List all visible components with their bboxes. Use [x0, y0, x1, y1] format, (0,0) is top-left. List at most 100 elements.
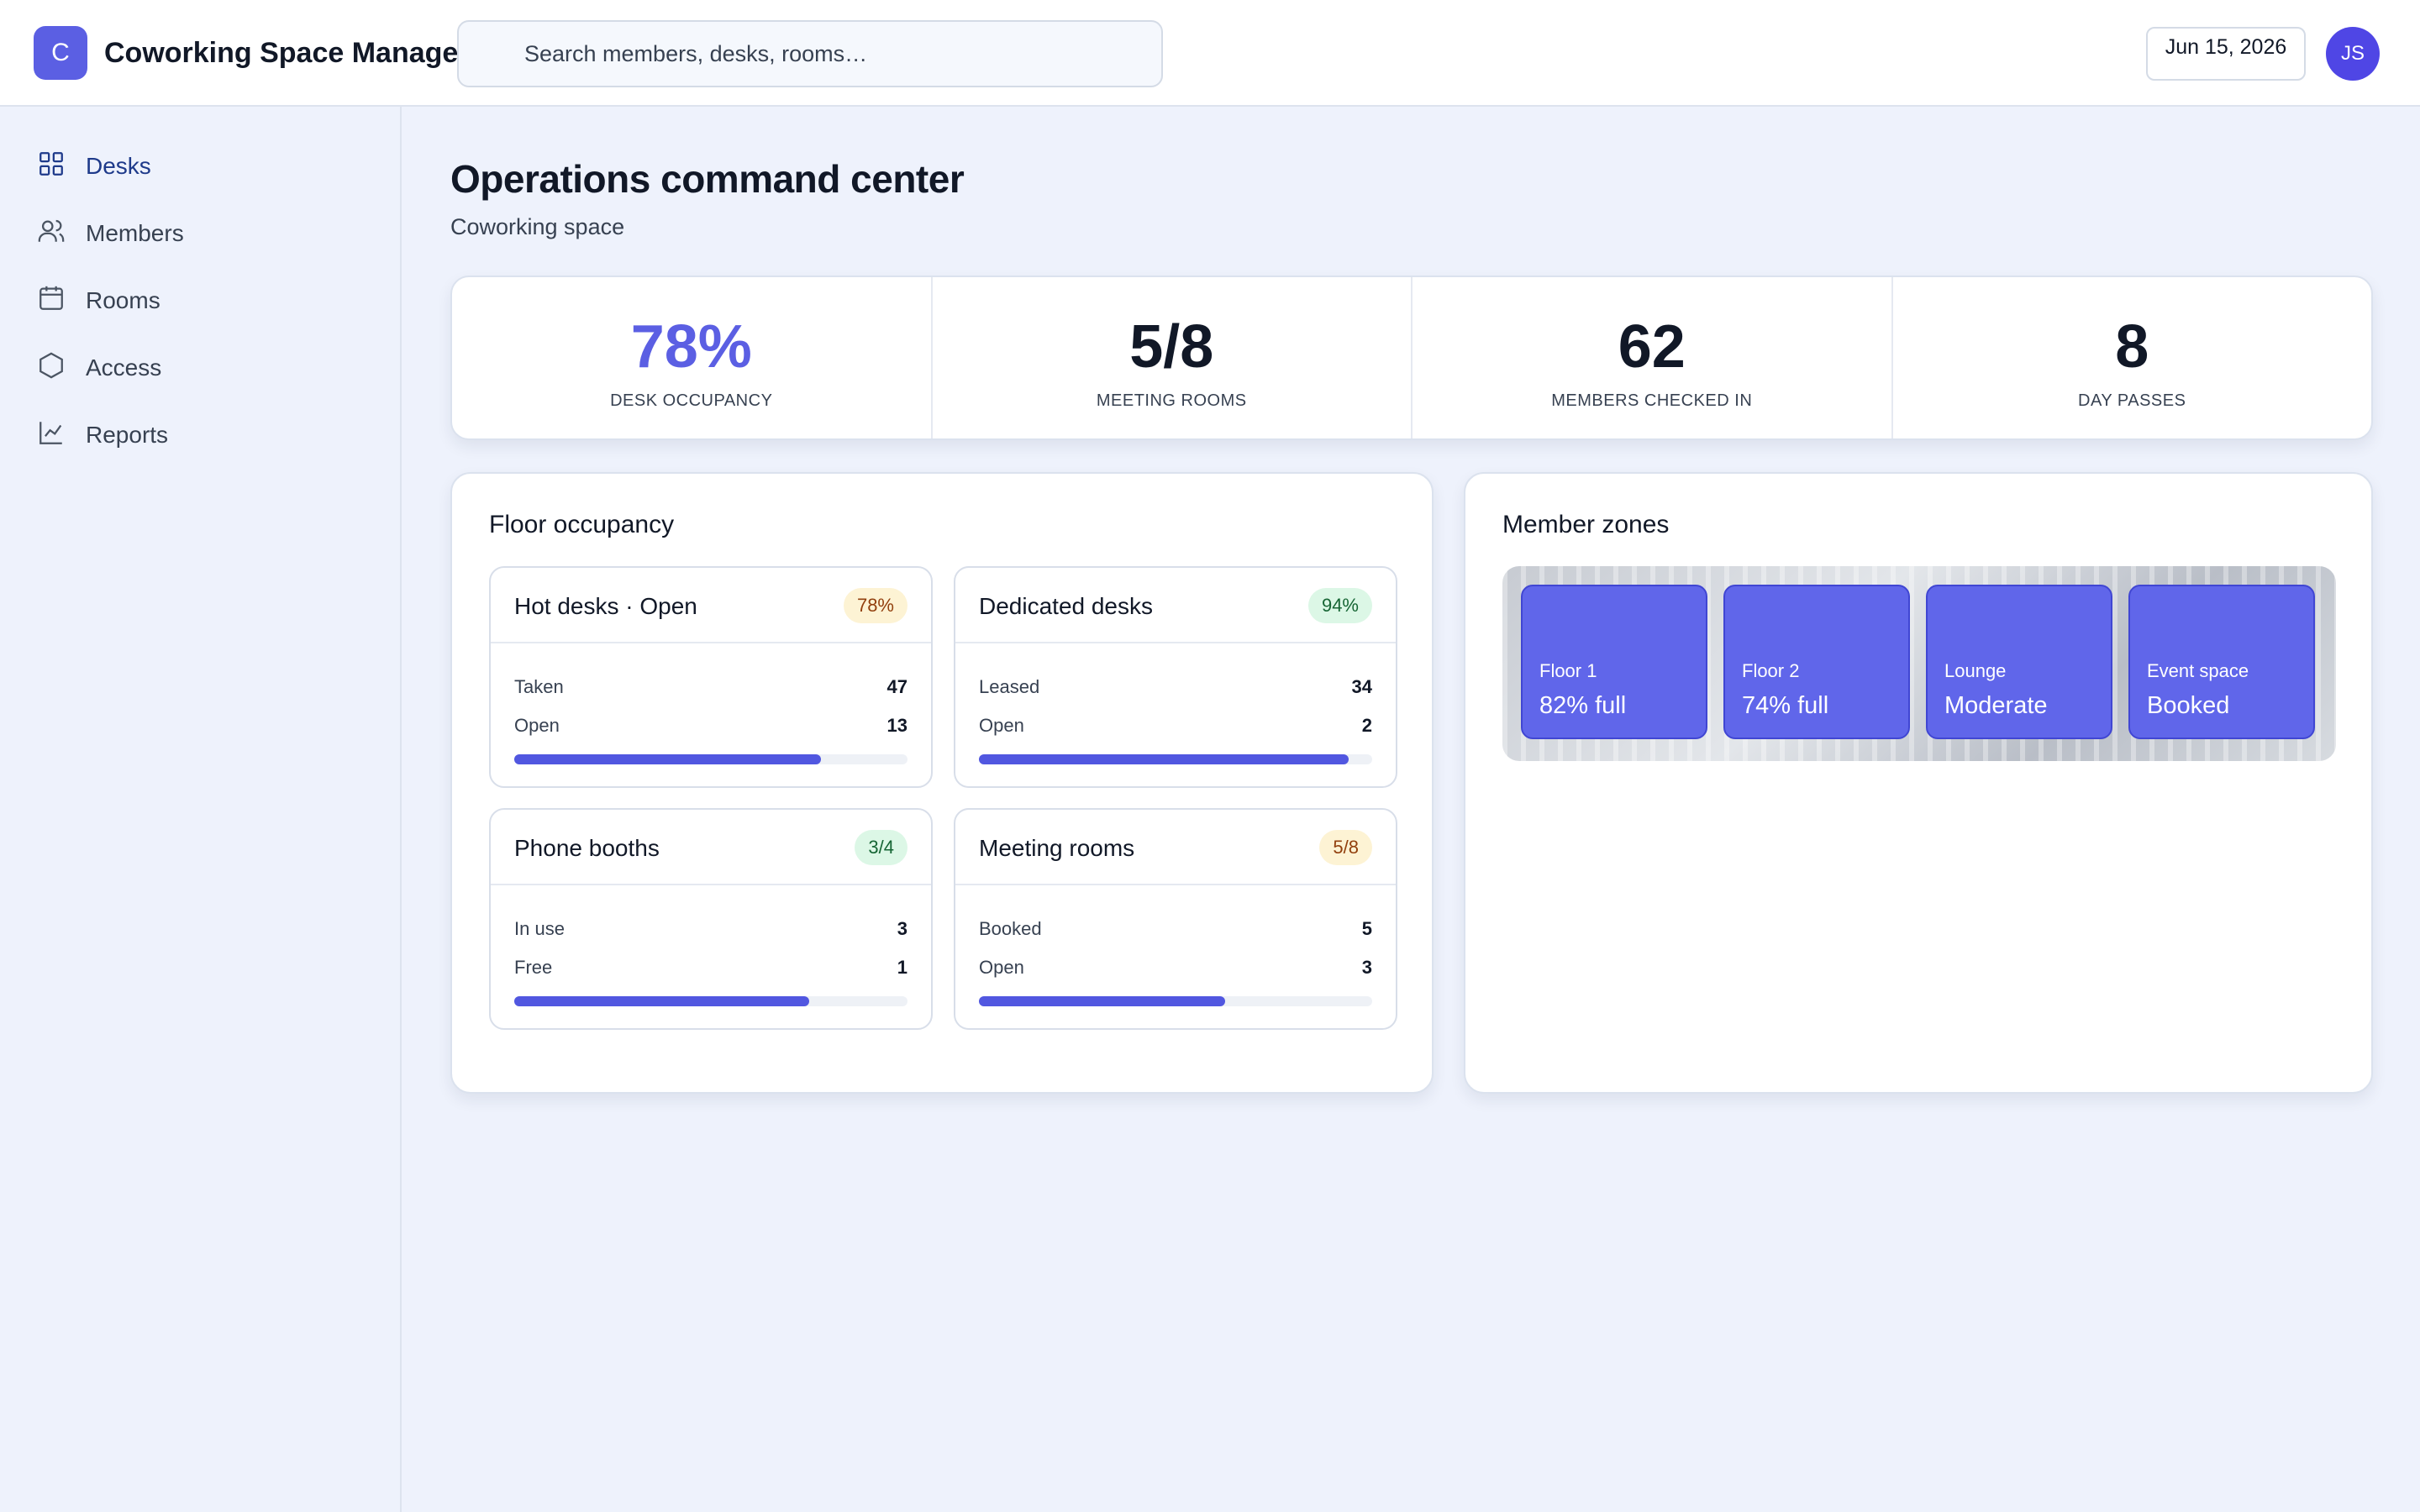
occupancy-card-dedicated-desks[interactable]: Dedicated desks 94% Leased 34 Open 2 [954, 566, 1397, 788]
zone-tile-lounge[interactable]: Lounge Moderate [1926, 585, 2112, 739]
progress-fill [514, 996, 809, 1006]
zone-status: Booked [2147, 692, 2230, 719]
stat-row: Booked 5 [979, 914, 1372, 944]
kpi-label: MEMBERS CHECKED IN [1551, 391, 1753, 410]
stat-value: 5 [1361, 918, 1372, 939]
zone-status: Moderate [1944, 692, 2048, 719]
progress-bar [514, 996, 908, 1006]
card-header: Meeting rooms 5/8 [955, 810, 1396, 885]
page-title: Operations command center [450, 157, 965, 201]
stat-row: Leased 34 [979, 672, 1372, 702]
search-box[interactable] [457, 20, 1163, 87]
stat-row: Open 2 [979, 711, 1372, 741]
kpi-label: MEETING ROOMS [1096, 391, 1247, 410]
occupancy-card-hot-desks[interactable]: Hot desks · Open 78% Taken 47 Open 13 [489, 566, 933, 788]
card-title: Dedicated desks [979, 593, 1154, 619]
user-avatar[interactable]: JS [2326, 27, 2380, 81]
sidebar-item-label: Desks [86, 153, 151, 179]
zone-tile-floor-2[interactable]: Floor 2 74% full [1723, 585, 1910, 739]
progress-fill [514, 754, 822, 764]
panel-title: Floor occupancy [489, 511, 675, 538]
users-icon [37, 217, 86, 251]
member-zones-panel: Member zones Floor 1 82% full Floor 2 74… [1464, 472, 2373, 1094]
kpi-label: DESK OCCUPANCY [610, 391, 773, 410]
sidebar-item-label: Rooms [86, 287, 160, 313]
card-title: Phone booths [514, 835, 660, 861]
kpi-value: 78% [630, 313, 752, 381]
stat-value: 13 [886, 715, 908, 736]
app-title: Coworking Space Manager [104, 37, 470, 69]
card-header: Dedicated desks 94% [955, 568, 1396, 643]
stat-label: Free [514, 957, 553, 978]
progress-fill [979, 996, 1225, 1006]
progress-fill [979, 754, 1349, 764]
stat-label: In use [514, 918, 565, 939]
kpi-members-checked-in: 62 MEMBERS CHECKED IN [1413, 277, 1893, 438]
zone-name: Event space [2147, 660, 2249, 681]
zone-tile-event-space[interactable]: Event space Booked [2128, 585, 2315, 739]
status-badge: 94% [1307, 588, 1372, 623]
top-bar: C Coworking Space Manager Jun 15, 2026 J… [0, 0, 2420, 107]
stat-row: In use 3 [514, 914, 908, 944]
grid-icon [37, 150, 86, 184]
sidebar-item-label: Members [86, 220, 184, 246]
sidebar-item-rooms[interactable]: Rooms [37, 277, 373, 324]
sidebar-item-label: Access [86, 354, 162, 381]
stat-label: Booked [979, 918, 1042, 939]
progress-bar [979, 996, 1372, 1006]
kpi-label: DAY PASSES [2078, 391, 2186, 410]
calendar-icon [37, 284, 86, 318]
sidebar-item-members[interactable]: Members [37, 210, 373, 257]
occupancy-card-meeting-rooms[interactable]: Meeting rooms 5/8 Booked 5 Open 3 [954, 808, 1397, 1030]
kpi-meeting-rooms: 5/8 MEETING ROOMS [933, 277, 1413, 438]
app-logo[interactable]: C [34, 26, 87, 80]
zone-name: Floor 1 [1539, 660, 1597, 681]
kpi-desk-occupancy: 78% DESK OCCUPANCY [452, 277, 933, 438]
kpi-value: 5/8 [1129, 313, 1214, 381]
sidebar-item-desks[interactable]: Desks [37, 143, 373, 190]
zone-name: Floor 2 [1742, 660, 1800, 681]
chart-line-icon [37, 418, 86, 453]
stat-label: Open [979, 957, 1024, 978]
floor-occupancy-panel: Floor occupancy Hot desks · Open 78% Tak… [450, 472, 1434, 1094]
stat-value: 34 [1351, 676, 1372, 697]
kpi-value: 8 [2115, 313, 2149, 381]
sidebar-item-access[interactable]: Access [37, 344, 373, 391]
kpi-strip: 78% DESK OCCUPANCY 5/8 MEETING ROOMS 62 … [450, 276, 2373, 440]
card-header: Phone booths 3/4 [491, 810, 931, 885]
hexagon-icon [37, 351, 86, 386]
stat-label: Open [514, 715, 560, 736]
card-header: Hot desks · Open 78% [491, 568, 931, 643]
stat-row: Taken 47 [514, 672, 908, 702]
zones-background-image: Floor 1 82% full Floor 2 74% full Lounge… [1502, 566, 2336, 761]
progress-bar [514, 754, 908, 764]
stat-label: Taken [514, 676, 564, 697]
occupancy-card-phone-booths[interactable]: Phone booths 3/4 In use 3 Free 1 [489, 808, 933, 1030]
progress-bar [979, 754, 1372, 764]
status-badge: 3/4 [855, 830, 908, 865]
zone-tile-floor-1[interactable]: Floor 1 82% full [1521, 585, 1707, 739]
search-input[interactable] [524, 22, 1146, 86]
stat-label: Leased [979, 676, 1040, 697]
stat-value: 3 [1361, 957, 1372, 978]
stat-label: Open [979, 715, 1024, 736]
card-title: Meeting rooms [979, 835, 1135, 861]
stat-row: Open 3 [979, 953, 1372, 983]
date-picker-button[interactable]: Jun 15, 2026 [2146, 27, 2306, 81]
stat-value: 3 [897, 918, 908, 939]
panel-title: Member zones [1502, 511, 1670, 538]
status-badge: 78% [843, 588, 908, 623]
stat-value: 1 [897, 957, 908, 978]
stat-value: 2 [1361, 715, 1372, 736]
status-badge: 5/8 [1319, 830, 1372, 865]
stat-value: 47 [886, 676, 908, 697]
card-title: Hot desks · Open [514, 593, 697, 619]
page-subtitle: Coworking space [450, 214, 625, 239]
sidebar-item-label: Reports [86, 422, 169, 448]
stat-row: Free 1 [514, 953, 908, 983]
zone-status: 74% full [1742, 692, 1829, 719]
stat-row: Open 13 [514, 711, 908, 741]
zone-name: Lounge [1944, 660, 2007, 681]
sidebar-item-reports[interactable]: Reports [37, 412, 373, 459]
kpi-value: 62 [1618, 313, 1686, 381]
